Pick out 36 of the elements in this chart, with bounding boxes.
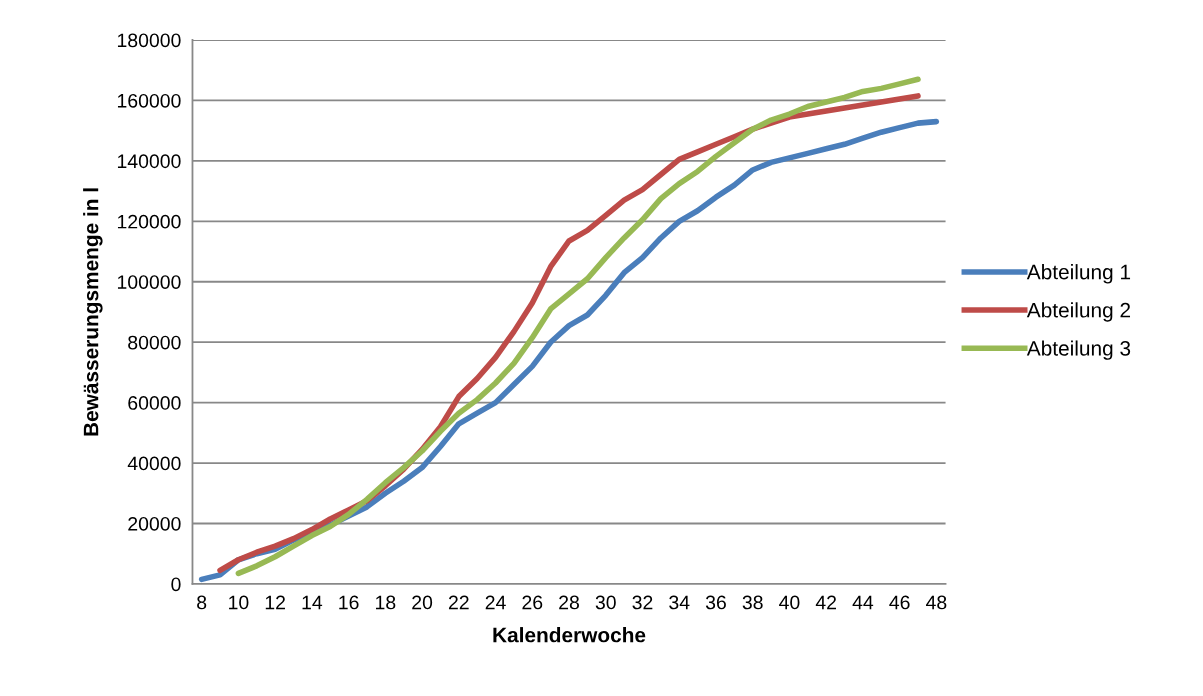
- y-tick-label: 100000: [117, 275, 181, 289]
- x-tick-label: 26: [522, 595, 543, 610]
- x-tick-label: 38: [742, 595, 763, 610]
- legend-label: Abteilung 3: [1026, 340, 1131, 360]
- y-axis-title: Bewässerungsmenge in l: [83, 188, 103, 436]
- x-axis-title: Kalenderwoche: [493, 627, 646, 643]
- legend-label: Abteilung 2: [1026, 302, 1131, 322]
- y-tick-label: 140000: [117, 154, 181, 169]
- x-tick-label: 28: [559, 595, 579, 610]
- x-tick-label: 20: [412, 595, 433, 610]
- x-tick-label: 36: [705, 595, 726, 610]
- x-tick-label: 16: [339, 595, 359, 610]
- y-tick-label: 20000: [128, 516, 181, 531]
- x-tick-label: 22: [448, 595, 469, 610]
- x-tick-label: 32: [632, 595, 653, 610]
- x-tick-label: 14: [302, 595, 323, 610]
- y-tick-label: 80000: [128, 335, 181, 350]
- x-tick-label: 34: [669, 595, 690, 610]
- y-tick-label: 0: [171, 577, 181, 592]
- y-tick-label: 160000: [117, 93, 181, 108]
- x-tick-label: 42: [815, 595, 837, 610]
- y-tick-label: 120000: [117, 214, 181, 229]
- x-tick-label: 18: [376, 595, 396, 610]
- y-tick-label: 60000: [128, 396, 181, 410]
- x-tick-label: 24: [485, 595, 506, 610]
- x-tick-label: 30: [595, 595, 616, 610]
- y-tick-label: 180000: [117, 33, 181, 48]
- x-tick-label: 10: [229, 595, 249, 610]
- y-tick-label: 40000: [127, 456, 181, 471]
- x-tick-label: 40: [779, 595, 800, 610]
- x-tick-label: 48: [926, 595, 947, 610]
- x-tick-label: 12: [265, 595, 285, 610]
- x-tick-label: 46: [889, 595, 910, 610]
- x-tick-label: 8: [197, 595, 207, 610]
- legend-label: Abteilung 1: [1026, 264, 1131, 284]
- x-tick-label: 44: [852, 595, 874, 610]
